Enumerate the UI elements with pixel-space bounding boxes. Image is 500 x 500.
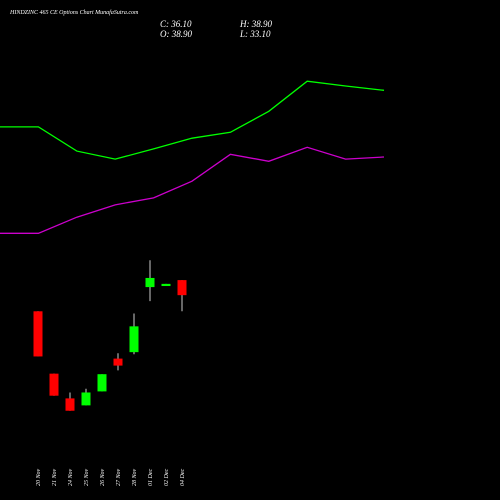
x-tick-label: 25 Nov xyxy=(84,468,90,486)
overlay-line xyxy=(0,80,385,160)
x-tick-label: 26 Nov xyxy=(100,468,106,486)
candle-body xyxy=(113,358,123,366)
x-tick-label: 21 Nov xyxy=(52,468,58,486)
candle-body xyxy=(145,277,155,288)
candle-body xyxy=(129,326,139,353)
x-tick-label: 04 Dec xyxy=(179,469,186,486)
x-tick-label: 28 Nov xyxy=(132,468,138,486)
x-tick-label: 02 Dec xyxy=(164,469,170,486)
candle-body xyxy=(65,398,75,411)
open-label: O: 38.90 xyxy=(160,29,192,39)
overlay-line xyxy=(0,146,385,234)
high-label: H: 38.90 xyxy=(239,19,272,29)
candle-body xyxy=(177,280,187,296)
candle-body xyxy=(97,374,107,392)
candle-body xyxy=(81,392,91,406)
candle-body xyxy=(33,311,43,357)
x-tick-label: 27 Nov xyxy=(116,468,122,486)
candle-body xyxy=(49,373,59,396)
candle-body xyxy=(161,283,171,287)
low-label: L: 33.10 xyxy=(239,29,271,39)
x-tick-label: 20 Nov xyxy=(36,468,42,486)
x-tick-label: 01 Dec xyxy=(148,469,154,486)
close-label: C: 36.10 xyxy=(160,19,192,29)
chart-title: HINDZINC 465 CE Options Chart MunafaSutr… xyxy=(9,9,139,16)
x-tick-label: 24 Nov xyxy=(67,468,74,486)
